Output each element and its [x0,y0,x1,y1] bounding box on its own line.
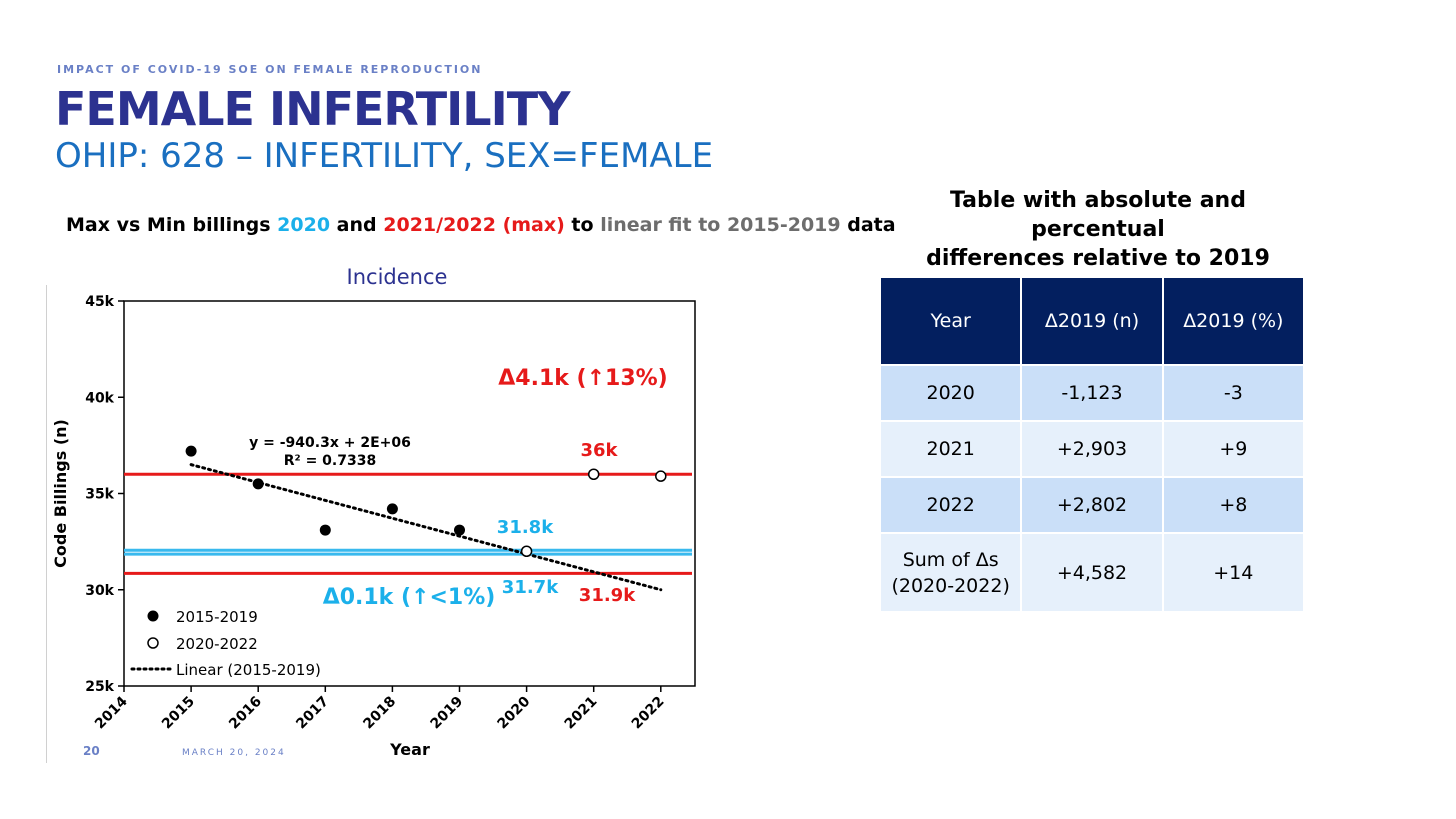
header-delta-pct: Δ2019 (%) [1161,276,1306,366]
lead-to: to [564,214,601,236]
legend-marker-filled [147,610,159,622]
cell-delta-pct: -3 [1161,364,1306,422]
table-row: 2021 +2,903 +9 [878,420,1306,478]
table-row-sum: Sum of Δs (2020-2022) +4,582 +14 [878,532,1306,613]
cell-year: 2020 [878,364,1023,422]
sum-label-line1: Sum of Δs [902,548,999,571]
annotation-3: 31.8k [497,517,554,538]
header-year: Year [878,276,1023,366]
cell-year: 2022 [878,476,1023,534]
cell-year: 2021 [878,420,1023,478]
cell-delta-pct: +9 [1161,420,1306,478]
table-header-row: Year Δ2019 (n) Δ2019 (%) [878,276,1306,366]
slide-title: FEMALE INFERTILITY [55,82,570,136]
slide-divider [46,285,47,763]
chart-description: Max vs Min billings 2020 and 2021/2022 (… [66,214,896,236]
cell-sum-label: Sum of Δs (2020-2022) [878,532,1023,613]
data-point-2020-2022 [655,470,667,482]
y-tick-label: 30k [85,583,114,599]
table-row: 2022 +2,802 +8 [878,476,1306,534]
data-point-2020-2022 [520,545,533,557]
slide-subtitle: OHIP: 628 – INFERTILITY, SEX=FEMALE [55,136,714,176]
trendline [189,463,663,592]
x-tick-label: 2016 [226,694,265,733]
slide-kicker: IMPACT OF COVID-19 SOE ON FEMALE REPRODU… [57,63,483,76]
y-tick-label: 45k [85,294,114,310]
annotation-2: 36k [580,440,618,461]
table-caption-line2: differences relative to 2019 [926,246,1270,271]
data-point-2015-2019 [185,445,197,457]
x-tick-label: 2020 [495,693,534,732]
header-delta-n: Δ2019 (n) [1020,276,1164,366]
cell-delta-n: +2,802 [1020,476,1164,534]
table-row: 2020 -1,123 -3 [878,364,1306,422]
legend-label: 2015-2019 [176,608,258,626]
table-caption: Table with absolute and percentual differ… [880,186,1316,273]
annotation-5: 31.9k [579,585,636,606]
lead-tail: data [840,214,896,236]
table-caption-line1: Table with absolute and percentual [950,188,1246,242]
data-point-2015-2019 [319,524,331,536]
lead-linear-fit: linear fit to 2015-2019 [600,214,841,236]
x-tick-label: 2018 [360,694,399,733]
lead-years-2021-2022: 2021/2022 [383,214,496,236]
slide-date: MARCH 20, 2024 [182,748,286,758]
lead-year-2020: 2020 [277,214,331,236]
x-tick-label: 2017 [293,694,332,733]
annotation-1: Δ4.1k (↑13%) [498,366,668,391]
annotation-4: 31.7k [502,577,559,598]
lead-part1: Max vs Min billings [66,214,278,236]
x-tick-label: 2022 [629,694,668,733]
cell-sum-delta-pct: +14 [1161,532,1306,613]
lead-max: (max) [495,214,565,236]
trend-r-squared: R² = 0.7338 [284,453,376,469]
sum-label-line2: (2020-2022) [891,574,1010,597]
y-axis-label: Code Billings (n) [51,419,70,568]
difference-table: Year Δ2019 (n) Δ2019 (%) 2020 -1,123 -3 … [878,276,1306,613]
data-point-2015-2019 [454,524,465,536]
annotation-6: Δ0.1k (↑<1%) [323,585,496,610]
legend-label: Linear (2015-2019) [176,661,321,679]
lead-and: and [330,214,384,236]
cell-delta-n: -1,123 [1020,364,1164,422]
x-tick-label: 2021 [562,694,601,733]
data-point-2015-2019 [386,503,398,515]
legend-marker-open [147,637,159,649]
cell-delta-n: +2,903 [1020,420,1164,478]
y-tick-label: 25k [85,679,114,695]
chart-title: Incidence [347,265,448,289]
trend-equation: y = -940.3x + 2E+06 [249,435,411,451]
y-tick-label: 35k [85,487,114,503]
data-point-2020-2022 [587,468,600,480]
x-tick-label: 2014 [92,693,131,732]
cell-sum-delta-n: +4,582 [1020,532,1164,613]
page-number: 20 [83,744,100,758]
data-point-2015-2019 [252,478,264,490]
x-axis-label: Year [389,740,430,759]
x-tick-label: 2019 [427,694,466,733]
legend-label: 2020-2022 [176,635,258,653]
x-tick-label: 2015 [159,694,198,733]
cell-delta-pct: +8 [1161,476,1306,534]
y-tick-label: 40k [85,390,114,406]
plot-area [123,300,696,687]
